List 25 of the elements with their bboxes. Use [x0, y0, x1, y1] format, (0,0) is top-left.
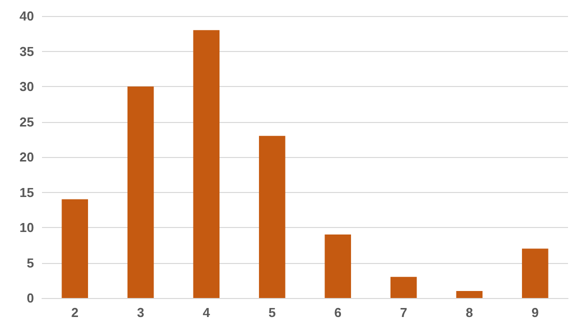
- bar: [390, 276, 417, 298]
- y-tick-label: 0: [26, 290, 34, 306]
- x-tick-label: 9: [532, 305, 539, 320]
- bar: [193, 30, 220, 298]
- x-tick-label: 7: [400, 305, 408, 320]
- x-tick-label: 8: [466, 305, 473, 320]
- bar: [62, 199, 88, 298]
- bar: [456, 290, 483, 298]
- y-tick-label: 15: [20, 184, 34, 200]
- bar: [324, 234, 352, 298]
- x-tick-label: 3: [137, 305, 144, 320]
- y-tick-label: 30: [20, 79, 34, 94]
- y-tick-label: 40: [20, 8, 34, 24]
- y-tick-label: 10: [20, 220, 34, 235]
- x-tick-label: 4: [202, 305, 211, 320]
- x-tick-label: 5: [268, 305, 276, 320]
- x-tick-label: 6: [334, 305, 342, 320]
- x-tick-label: 2: [71, 305, 78, 320]
- y-tick-label: 20: [20, 150, 34, 164]
- y-tick-label: 25: [20, 114, 34, 130]
- bar: [522, 248, 548, 298]
- y-tick-label: 5: [26, 255, 34, 270]
- bar: [127, 86, 154, 298]
- bar: [258, 136, 286, 298]
- y-tick-label: 35: [20, 44, 34, 59]
